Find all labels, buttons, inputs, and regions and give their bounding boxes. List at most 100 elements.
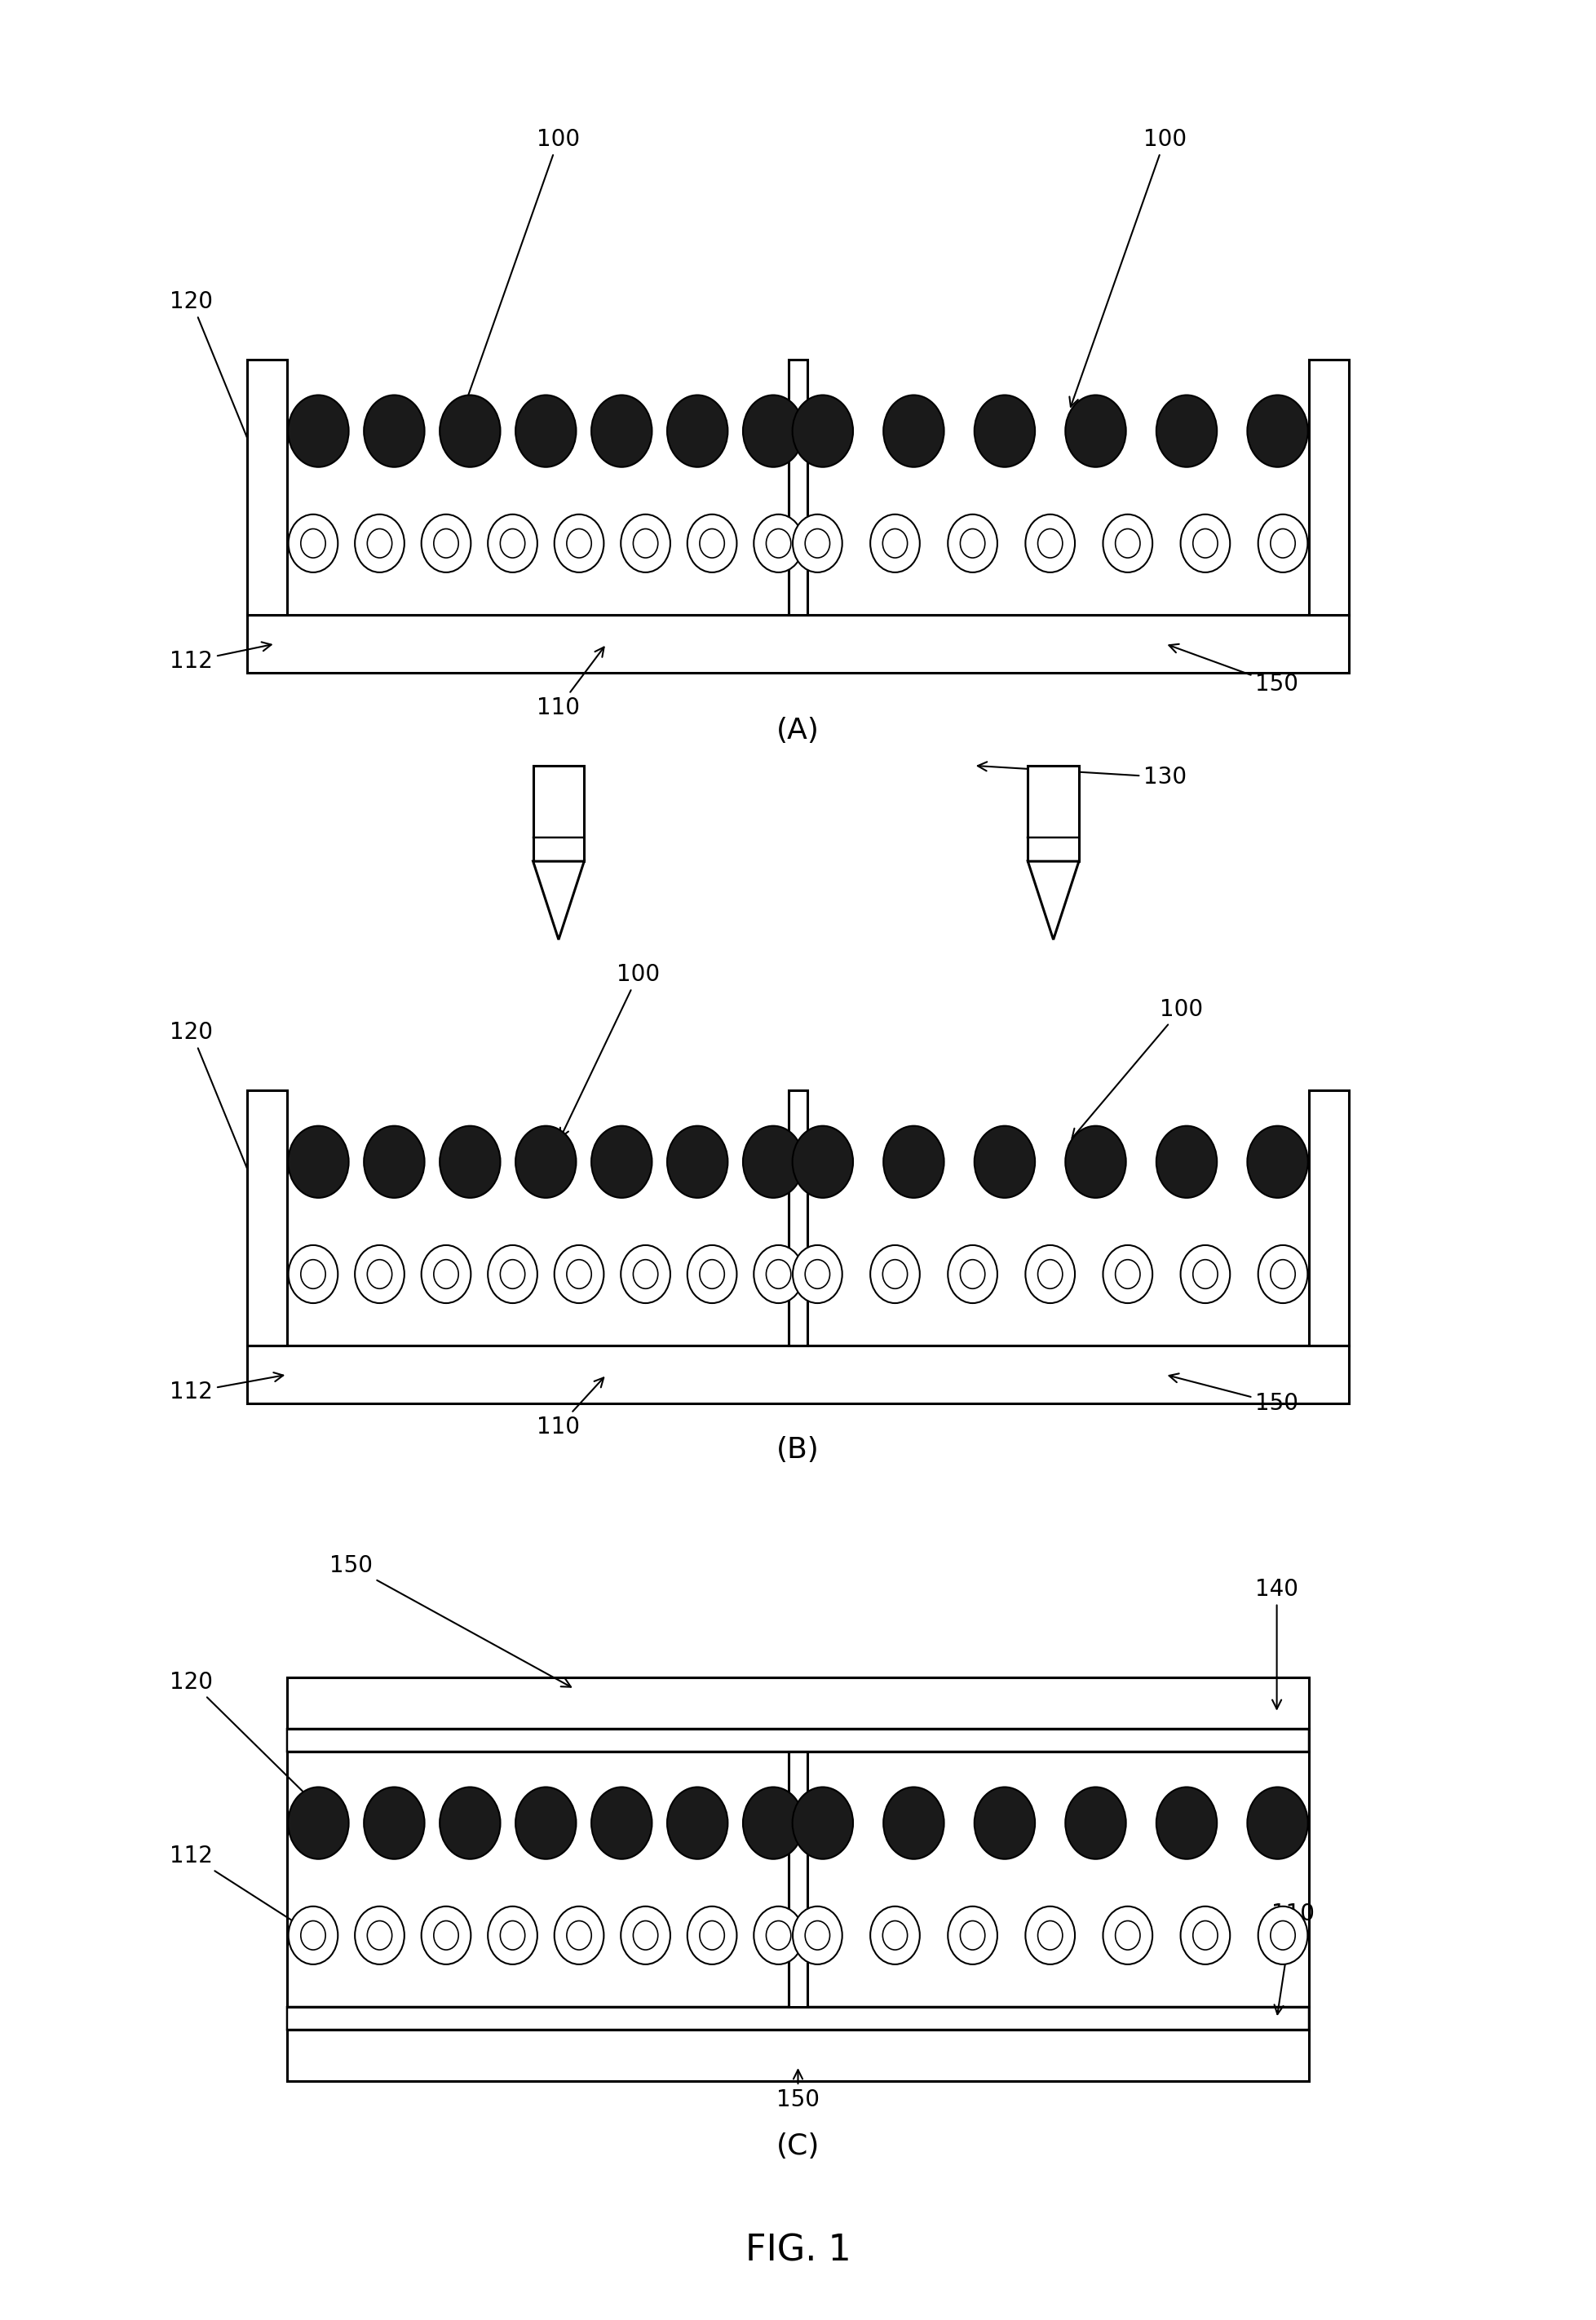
- Ellipse shape: [439, 1786, 500, 1858]
- Ellipse shape: [634, 1260, 658, 1288]
- Ellipse shape: [1248, 1125, 1309, 1197]
- Ellipse shape: [884, 1786, 945, 1858]
- Ellipse shape: [975, 1125, 1036, 1197]
- Ellipse shape: [1181, 1907, 1231, 1965]
- Ellipse shape: [516, 1786, 576, 1858]
- Ellipse shape: [1156, 1786, 1216, 1858]
- Ellipse shape: [289, 515, 338, 573]
- Polygon shape: [1028, 861, 1079, 940]
- Text: 130: 130: [978, 761, 1187, 789]
- Ellipse shape: [439, 394, 500, 466]
- Ellipse shape: [1181, 515, 1231, 573]
- Ellipse shape: [1192, 529, 1218, 557]
- Ellipse shape: [621, 1246, 670, 1304]
- Ellipse shape: [793, 1786, 854, 1858]
- Ellipse shape: [793, 394, 854, 466]
- Text: 112: 112: [169, 643, 271, 673]
- Ellipse shape: [1037, 529, 1063, 557]
- Ellipse shape: [364, 394, 425, 466]
- Ellipse shape: [742, 1786, 804, 1858]
- Bar: [1028, 766, 1079, 861]
- Ellipse shape: [883, 1260, 908, 1288]
- Text: 110: 110: [1270, 1902, 1315, 2014]
- Ellipse shape: [961, 1921, 985, 1949]
- Ellipse shape: [364, 1125, 425, 1197]
- Ellipse shape: [804, 1260, 830, 1288]
- Ellipse shape: [699, 1260, 725, 1288]
- Bar: [247, 615, 1349, 673]
- Text: (A): (A): [776, 717, 820, 745]
- Ellipse shape: [948, 1246, 998, 1304]
- Ellipse shape: [1066, 1125, 1127, 1197]
- Text: 100: 100: [1069, 128, 1187, 406]
- Ellipse shape: [870, 515, 919, 573]
- Ellipse shape: [804, 529, 830, 557]
- Text: 100: 100: [560, 963, 661, 1137]
- Ellipse shape: [421, 1907, 471, 1965]
- Ellipse shape: [766, 1260, 792, 1288]
- Ellipse shape: [753, 515, 803, 573]
- Ellipse shape: [1066, 394, 1127, 466]
- Text: 120: 120: [169, 290, 267, 483]
- Ellipse shape: [364, 1786, 425, 1858]
- Ellipse shape: [1156, 1125, 1216, 1197]
- Ellipse shape: [742, 1125, 804, 1197]
- Ellipse shape: [354, 515, 404, 573]
- Ellipse shape: [592, 1125, 653, 1197]
- Text: 112: 112: [169, 1844, 324, 1942]
- Ellipse shape: [1026, 515, 1076, 573]
- Ellipse shape: [1258, 515, 1307, 573]
- Ellipse shape: [1270, 1921, 1296, 1949]
- Ellipse shape: [753, 1246, 803, 1304]
- Text: (B): (B): [777, 1436, 819, 1464]
- Ellipse shape: [948, 1907, 998, 1965]
- Ellipse shape: [1270, 529, 1296, 557]
- Ellipse shape: [742, 394, 804, 466]
- Ellipse shape: [1103, 515, 1152, 573]
- Ellipse shape: [1037, 1921, 1063, 1949]
- Bar: [287, 1728, 1309, 1752]
- Ellipse shape: [1066, 1786, 1127, 1858]
- Ellipse shape: [688, 1246, 737, 1304]
- Ellipse shape: [1026, 1246, 1076, 1304]
- Ellipse shape: [421, 515, 471, 573]
- Ellipse shape: [699, 529, 725, 557]
- Ellipse shape: [421, 1246, 471, 1304]
- Ellipse shape: [1248, 1786, 1309, 1858]
- Ellipse shape: [804, 1921, 830, 1949]
- Ellipse shape: [554, 515, 603, 573]
- Bar: [247, 360, 287, 615]
- Ellipse shape: [554, 1246, 603, 1304]
- Ellipse shape: [354, 1907, 404, 1965]
- Text: 150: 150: [329, 1554, 571, 1687]
- Ellipse shape: [1116, 529, 1140, 557]
- Ellipse shape: [961, 1260, 985, 1288]
- Ellipse shape: [699, 1921, 725, 1949]
- Bar: [788, 1752, 808, 2007]
- Text: (C): (C): [776, 2132, 820, 2160]
- Text: 100: 100: [463, 128, 581, 406]
- Ellipse shape: [1116, 1921, 1140, 1949]
- Bar: [788, 1090, 808, 1346]
- Ellipse shape: [554, 1907, 603, 1965]
- Text: 112: 112: [169, 1373, 282, 1404]
- Text: 110: 110: [536, 1378, 603, 1438]
- Bar: [533, 766, 584, 861]
- Ellipse shape: [634, 1921, 658, 1949]
- Ellipse shape: [300, 1921, 326, 1949]
- Ellipse shape: [1258, 1246, 1307, 1304]
- Ellipse shape: [1103, 1246, 1152, 1304]
- Ellipse shape: [367, 529, 393, 557]
- Ellipse shape: [766, 529, 792, 557]
- Text: 110: 110: [536, 647, 603, 719]
- Ellipse shape: [289, 1246, 338, 1304]
- Ellipse shape: [961, 529, 985, 557]
- Ellipse shape: [793, 1246, 843, 1304]
- Ellipse shape: [287, 1125, 348, 1197]
- Ellipse shape: [287, 394, 348, 466]
- Ellipse shape: [1116, 1260, 1140, 1288]
- Bar: [1309, 1090, 1349, 1346]
- Ellipse shape: [300, 529, 326, 557]
- Ellipse shape: [667, 1125, 728, 1197]
- Ellipse shape: [500, 529, 525, 557]
